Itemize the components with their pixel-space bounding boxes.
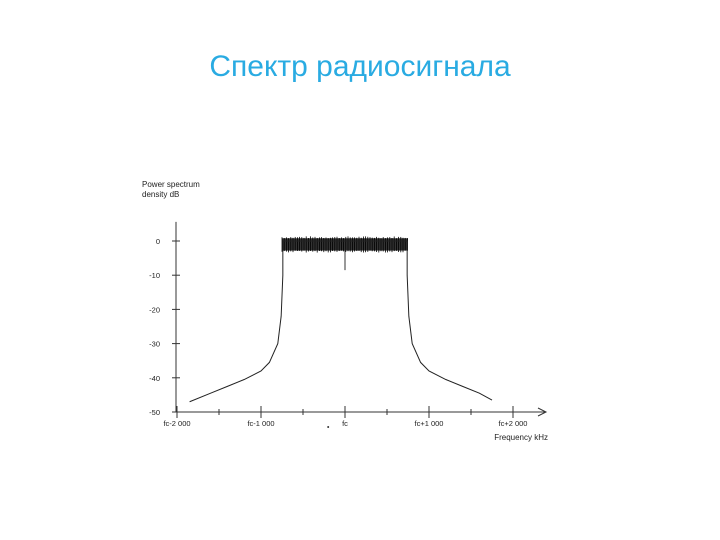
x-tick-label: fc-2 000 xyxy=(163,419,190,428)
y-tick-label: -50 xyxy=(149,408,160,417)
x-tick-label: fc+2 000 xyxy=(499,419,528,428)
x-axis-dot xyxy=(327,426,330,428)
y-tick-label: 0 xyxy=(156,237,160,246)
noise-band-fill xyxy=(282,238,408,251)
y-tick-label: -10 xyxy=(149,271,160,280)
spectrum-line xyxy=(189,240,493,403)
y-axis-label: density dB xyxy=(142,190,179,199)
x-tick-label: fc xyxy=(342,419,348,428)
x-tick-label: fc-1 000 xyxy=(247,419,274,428)
y-axis-label: Power spectrum xyxy=(142,180,200,189)
y-tick-label: -30 xyxy=(149,340,160,349)
x-axis-arrow xyxy=(537,407,548,417)
y-tick-label: -40 xyxy=(149,374,160,383)
x-axis-title: Frequency kHz xyxy=(494,433,548,442)
y-tick-label: -20 xyxy=(149,305,160,314)
x-tick-label: fc+1 000 xyxy=(415,419,444,428)
slide-title: Спектр радиосигнала xyxy=(209,50,511,83)
